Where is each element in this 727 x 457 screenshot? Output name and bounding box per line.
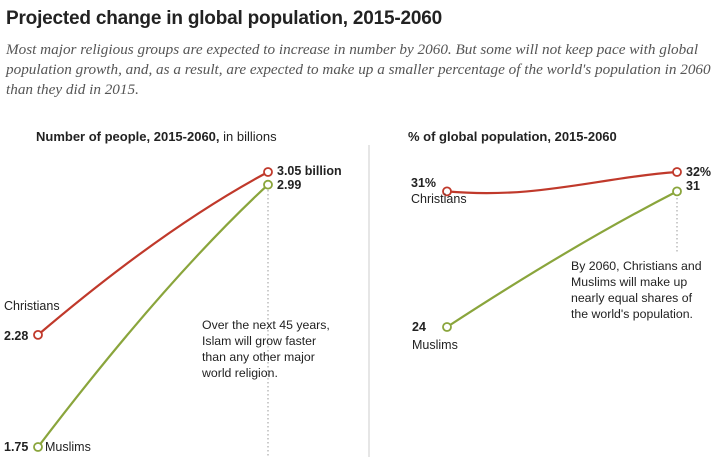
left-muslims-name: Muslims <box>45 440 91 454</box>
left-christians-line <box>37 171 269 336</box>
left-annotation-line-3: than any other major <box>202 350 315 364</box>
left-chart: Number of people, 2015-2060, in billions… <box>4 129 342 457</box>
left-christians-start-point <box>33 329 43 340</box>
right-christians-line <box>446 170 678 195</box>
right-christians-start-value: 31% <box>411 176 436 190</box>
right-annotation-line-3: nearly equal shares of <box>571 291 693 305</box>
left-christians-end-point <box>263 167 273 177</box>
left-chart-heading-rest: in billions <box>220 129 278 144</box>
left-muslims-start-value: 1.75 <box>4 440 28 454</box>
left-annotation-line-4: world religion. <box>201 366 278 380</box>
left-annotation-line-2: Islam will grow faster <box>202 334 316 348</box>
left-muslims-end-point <box>263 179 273 190</box>
right-christians-end-point <box>672 167 682 177</box>
right-muslims-end-point <box>672 186 682 197</box>
left-christians-start-value: 2.28 <box>4 329 28 343</box>
right-muslims-start-point <box>442 322 452 332</box>
left-christians-name: Christians <box>4 299 60 313</box>
left-christians-end-value: 3.05 billion <box>277 164 342 178</box>
right-chart: % of global population, 2015-2060 31% Ch… <box>408 129 711 352</box>
left-annotation-line-1: Over the next 45 years, <box>202 318 330 332</box>
page-title: Projected change in global population, 2… <box>6 8 442 29</box>
left-muslims-end-value: 2.99 <box>277 178 301 192</box>
right-annotation-line-4: the world's population. <box>571 307 693 321</box>
left-muslims-start-point <box>33 442 43 452</box>
right-muslims-end-value: 31 <box>686 179 700 193</box>
right-muslims-name: Muslims <box>412 338 458 352</box>
right-christians-end-value: 32% <box>686 165 711 179</box>
left-chart-heading-bold: Number of people, 2015-2060, <box>36 129 220 144</box>
page-subtitle: Most major religious groups are expected… <box>6 41 711 98</box>
right-annotation-line-2: Muslims will make up <box>571 275 687 289</box>
right-muslims-start-value: 24 <box>412 320 426 334</box>
right-christians-start-point <box>442 186 452 197</box>
left-muslims-line <box>37 183 269 448</box>
right-chart-heading: % of global population, 2015-2060 <box>408 129 617 144</box>
right-christians-name: Christians <box>411 192 467 206</box>
right-annotation-line-1: By 2060, Christians and <box>571 259 702 273</box>
left-chart-heading: Number of people, 2015-2060, in billions <box>36 129 277 144</box>
right-muslims-line <box>446 190 678 328</box>
